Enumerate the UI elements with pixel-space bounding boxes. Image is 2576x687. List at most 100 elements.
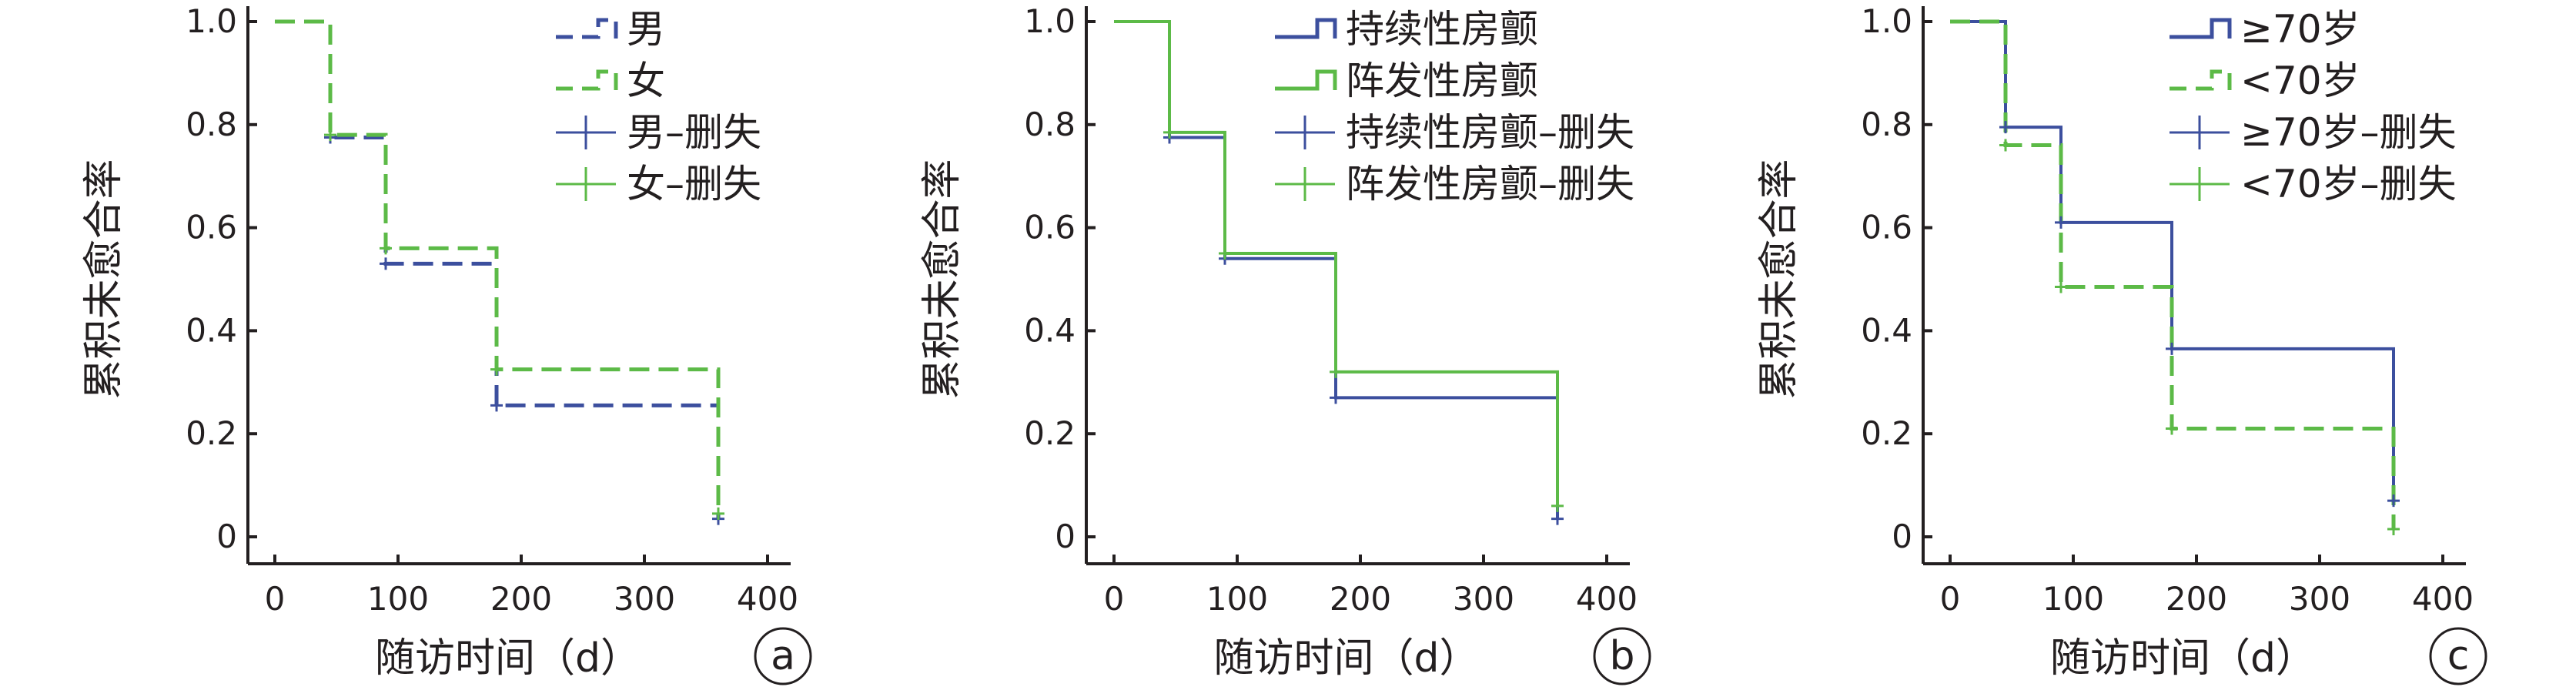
censor-mark <box>2166 342 2178 355</box>
censor-mark <box>1551 512 1564 525</box>
legend-swatch <box>2170 167 2230 201</box>
legend-swatch <box>2170 69 2232 91</box>
x-tick-label: 100 <box>1206 580 1268 618</box>
x-tick-label: 300 <box>614 580 675 618</box>
censor-mark <box>2055 216 2067 229</box>
chart-panel-b: 0 0.2 0.4 0.6 0.8 1.0 0 100 200 300 400 随访时间（d） 累积未愈… <box>919 2 1651 685</box>
legend-label: <70岁 <box>2240 59 2360 103</box>
legend-swatch <box>1275 167 1335 201</box>
legend-swatch <box>556 69 618 91</box>
y-tick-label: 0.8 <box>1024 106 1076 143</box>
legend-entry-4: <70岁–删失 <box>2170 162 2457 206</box>
legend-entry-2: 女 <box>556 59 665 103</box>
x-axis-label: 随访时间（d） <box>1213 635 1479 682</box>
y-tick-label: 0 <box>216 518 237 555</box>
y-axis-label: 累积未愈合率 <box>1756 159 1802 399</box>
legend-entry-2: 阵发性房颤 <box>1275 59 1538 103</box>
legend-swatch <box>2170 18 2232 39</box>
y-tick-label: 0.6 <box>1861 209 1912 246</box>
legend-entry-3: 男–删失 <box>556 110 761 155</box>
panel-label-circle <box>754 627 812 685</box>
censor-mark <box>2055 280 2067 293</box>
censor-mark <box>324 129 336 142</box>
legend-entry-3: ≥70岁–删失 <box>2170 110 2457 155</box>
legend-swatch <box>1275 69 1337 91</box>
censor-mark <box>490 399 503 412</box>
legend-entry-1: 持续性房颤 <box>1275 7 1538 52</box>
x-tick-label: 100 <box>2042 580 2104 618</box>
x-tick-label: 200 <box>1330 580 1391 618</box>
censor-mark <box>380 257 392 270</box>
panel-label: c <box>2447 633 2470 679</box>
x-tick-label: 300 <box>2289 580 2350 618</box>
censor-mark <box>1330 391 1342 404</box>
legend-swatch <box>2170 116 2230 149</box>
x-axis-label: 随访时间（d） <box>2050 635 2316 682</box>
x-tick-label: 200 <box>2166 580 2227 618</box>
x-axis-label: 随访时间（d） <box>375 635 641 682</box>
legend-label: <70岁–删失 <box>2240 162 2457 206</box>
legend-label: 男–删失 <box>627 110 761 155</box>
censor-mark <box>1999 139 2012 152</box>
panel-label: a <box>771 633 795 679</box>
x-tick-label: 0 <box>1940 580 1961 618</box>
legend-label: 男 <box>627 7 665 52</box>
censor-mark <box>490 363 503 376</box>
chart-panel-a: 0 0.2 0.4 0.6 0.8 1.0 0 100 200 300 400 随访时间（d） 累积未愈… <box>81 2 812 685</box>
y-axis-label: 累积未愈合率 <box>81 159 127 399</box>
legend-entry-4: 女–删失 <box>556 162 761 206</box>
legend-label: ≥70岁 <box>2240 7 2360 52</box>
chart-panel-c: 0 0.2 0.4 0.6 0.8 1.0 0 100 200 300 400 随访时间（d） 累积未愈… <box>1756 2 2487 685</box>
legend-label: 持续性房颤–删失 <box>1346 110 1634 155</box>
y-tick-label: 1.0 <box>1024 2 1076 40</box>
legend-swatch <box>1275 116 1335 149</box>
y-tick-label: 0.2 <box>1024 414 1076 452</box>
x-tick-label: 400 <box>737 580 798 618</box>
x-tick-label: 300 <box>1453 580 1514 618</box>
y-tick-label: 0.8 <box>1861 106 1912 143</box>
censor-mark <box>1999 121 2012 134</box>
series-line-2 <box>1950 19 2396 529</box>
legend-label: 女 <box>627 59 665 103</box>
censor-mark <box>380 242 392 255</box>
panel-label-circle <box>1593 627 1651 685</box>
y-tick-label: 0.4 <box>186 311 237 349</box>
y-tick-label: 0.4 <box>1861 311 1912 349</box>
legend-label: 持续性房颤 <box>1346 7 1538 52</box>
legend-entry-4: 阵发性房颤–删失 <box>1275 162 1634 206</box>
y-tick-label: 0.2 <box>1861 414 1912 452</box>
legend-swatch <box>556 18 618 39</box>
y-axis-label: 累积未愈合率 <box>919 159 965 399</box>
legend-label: 女–删失 <box>627 162 761 206</box>
censor-mark <box>1551 499 1564 512</box>
legend-swatch <box>1275 18 1337 39</box>
x-tick-label: 400 <box>2412 580 2474 618</box>
y-tick-label: 0.6 <box>1024 209 1076 246</box>
legend-entry-3: 持续性房颤–删失 <box>1275 110 1634 155</box>
y-tick-label: 0.6 <box>186 209 237 246</box>
y-tick-label: 0 <box>1892 518 1912 555</box>
x-tick-label: 0 <box>1104 580 1125 618</box>
legend-swatch <box>556 167 616 201</box>
y-tick-label: 0.8 <box>186 106 237 143</box>
censor-mark <box>712 507 724 520</box>
y-tick-label: 1.0 <box>186 2 237 40</box>
y-tick-label: 1.0 <box>1861 2 1912 40</box>
y-tick-label: 0 <box>1055 518 1076 555</box>
censor-mark <box>1163 126 1176 139</box>
censor-mark <box>2387 494 2400 508</box>
panel-label-circle <box>2429 627 2487 685</box>
y-tick-label: 0.2 <box>186 414 237 452</box>
censor-mark <box>1330 365 1342 378</box>
legend-entry-1: ≥70岁 <box>2170 7 2360 52</box>
panel-label: b <box>1609 633 1634 679</box>
legend-label: ≥70岁–删失 <box>2240 110 2457 155</box>
x-tick-label: 400 <box>1576 580 1638 618</box>
legend-label: 阵发性房颤 <box>1346 59 1538 103</box>
legend-label: 阵发性房颤–删失 <box>1346 162 1634 206</box>
x-tick-label: 200 <box>490 580 552 618</box>
y-tick-label: 0.4 <box>1024 311 1076 349</box>
censor-mark <box>2387 522 2400 535</box>
censor-mark <box>2166 422 2178 435</box>
